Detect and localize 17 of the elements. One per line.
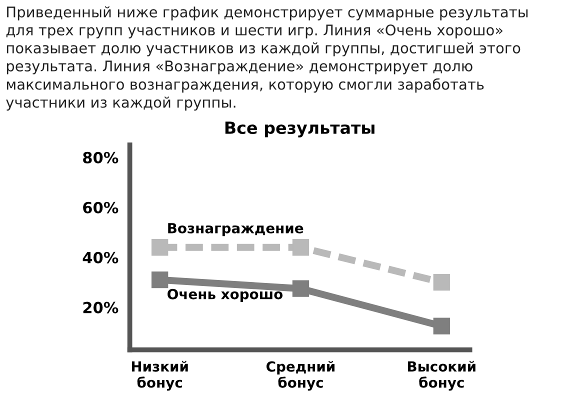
point: [433, 274, 450, 291]
y-tick-label: 20%: [83, 302, 118, 314]
chart-title: Все результаты: [225, 122, 374, 138]
point: [152, 239, 168, 256]
text: Приведенный ниже график демонстрирует суммарные результаты для трех групп участников и шести игр. Линия «Очень хорошо» показывает долю участников из каждой группы, достигшей этого результата. Линия «Вознаграждение» демонстрирует долю максимального вознаграждения, которую смогли заработать участники из каждой группы.: [6, 6, 528, 111]
point: [292, 239, 310, 256]
y-tick-label: 80%: [83, 152, 118, 164]
series-label: Вознаграждение: [168, 223, 304, 236]
y-tick-label: 40%: [82, 252, 118, 264]
x-tick-label: Низкий бонус: [132, 360, 188, 391]
y-tick-label: 60%: [83, 202, 118, 214]
x-tick-label: Средний бонус: [266, 360, 334, 391]
point: [152, 272, 168, 288]
point: [292, 280, 310, 297]
x-tick-label: Высокий бонус: [408, 360, 476, 391]
point: [433, 318, 450, 334]
series-label: Очень хорошо: [168, 288, 283, 302]
